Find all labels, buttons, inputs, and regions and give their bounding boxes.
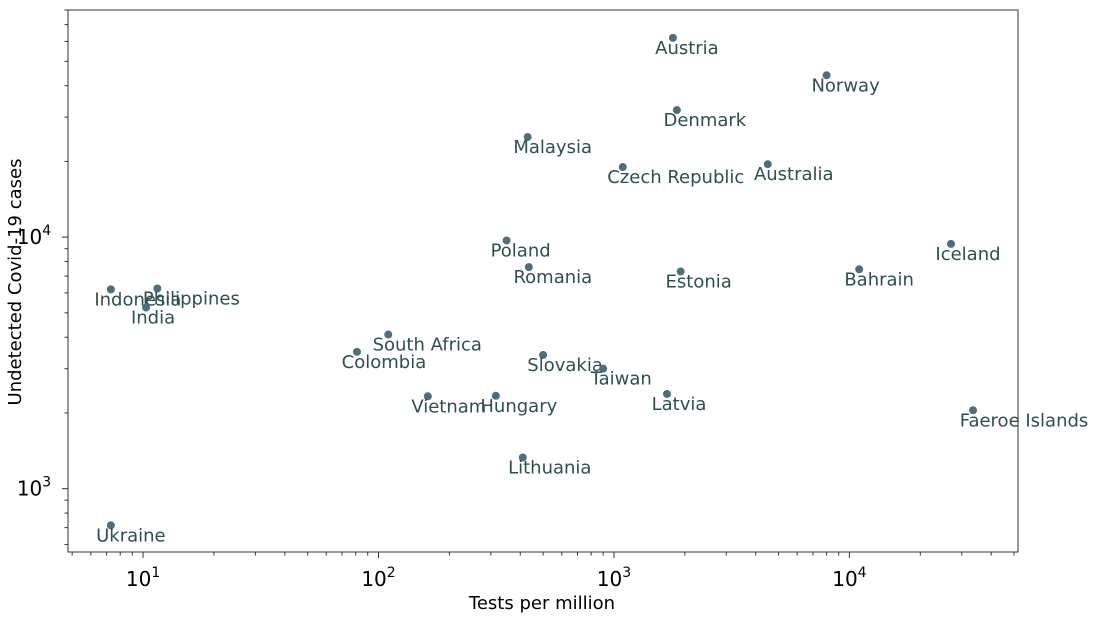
point-label-indonesia: Indonesia — [94, 289, 181, 310]
point-label-austria: Austria — [655, 38, 719, 59]
point-label-estonia: Estonia — [666, 272, 732, 293]
x-axis-ticks: 101 102 103 104 — [71, 552, 1015, 591]
point-label-czech-republic: Czech Republic — [607, 167, 744, 188]
point-norway — [822, 71, 831, 80]
point-bahrain — [855, 265, 864, 274]
point-austria — [668, 33, 677, 42]
x-tick-label: 102 — [361, 565, 395, 591]
point-label-iceland: Iceland — [935, 244, 1000, 265]
point-label-south-africa: South Africa — [373, 335, 482, 356]
x-tick-label: 101 — [126, 565, 160, 591]
point-label-ukraine: Ukraine — [96, 525, 166, 546]
point-label-norway: Norway — [811, 75, 880, 96]
point-romania — [524, 263, 533, 272]
point-australia — [763, 160, 772, 169]
point-colombia — [352, 347, 361, 356]
point-ukraine — [106, 521, 115, 530]
point-label-taiwan: Taiwan — [590, 369, 652, 390]
point-iceland — [946, 239, 955, 248]
point-hungary — [491, 391, 500, 400]
point-label-faeroe-islands: Faeroe Islands — [960, 410, 1089, 431]
x-tick-label: 104 — [832, 565, 866, 591]
point-label-hungary: Hungary — [480, 396, 557, 417]
point-india — [142, 303, 151, 312]
point-philippines — [153, 284, 162, 293]
point-taiwan — [599, 364, 608, 373]
point-label-denmark: Denmark — [663, 110, 746, 131]
y-tick-label: 104 — [17, 223, 51, 249]
point-label-malaysia: Malaysia — [513, 137, 592, 158]
point-label-india: India — [131, 308, 175, 329]
point-slovakia — [539, 350, 548, 359]
point-label-lithuania: Lithuania — [508, 458, 591, 479]
point-indonesia — [106, 285, 115, 294]
point-vietnam — [423, 392, 432, 401]
point-label-romania: Romania — [513, 267, 592, 288]
point-label-vietnam: Vietnam — [411, 396, 486, 417]
point-label-slovakia: Slovakia — [527, 355, 603, 376]
point-label-latvia: Latvia — [652, 394, 707, 415]
y-axis-label: Undetected Covid-19 cases — [5, 159, 26, 406]
x-axis-label: Tests per million — [468, 593, 615, 614]
point-lithuania — [518, 453, 527, 462]
point-label-australia: Australia — [754, 164, 834, 185]
point-label-bahrain: Bahrain — [844, 269, 914, 290]
point-faeroe-islands — [969, 406, 978, 415]
point-label-poland: Poland — [491, 240, 551, 261]
x-tick-label: 103 — [597, 565, 631, 591]
point-latvia — [663, 389, 672, 398]
y-tick-label: 103 — [17, 475, 51, 501]
point-poland — [502, 236, 511, 245]
data-points: Austria Norway Denmark Malaysia Czech Republ… — [94, 33, 1089, 546]
point-malaysia — [523, 133, 532, 142]
y-axis-ticks: 103 104 — [17, 9, 68, 545]
point-czech-republic — [618, 163, 627, 172]
point-label-colombia: Colombia — [342, 352, 427, 373]
point-denmark — [672, 106, 681, 115]
point-south-africa — [384, 330, 393, 339]
point-estonia — [676, 267, 685, 276]
point-label-philippines: Philippines — [143, 288, 240, 309]
